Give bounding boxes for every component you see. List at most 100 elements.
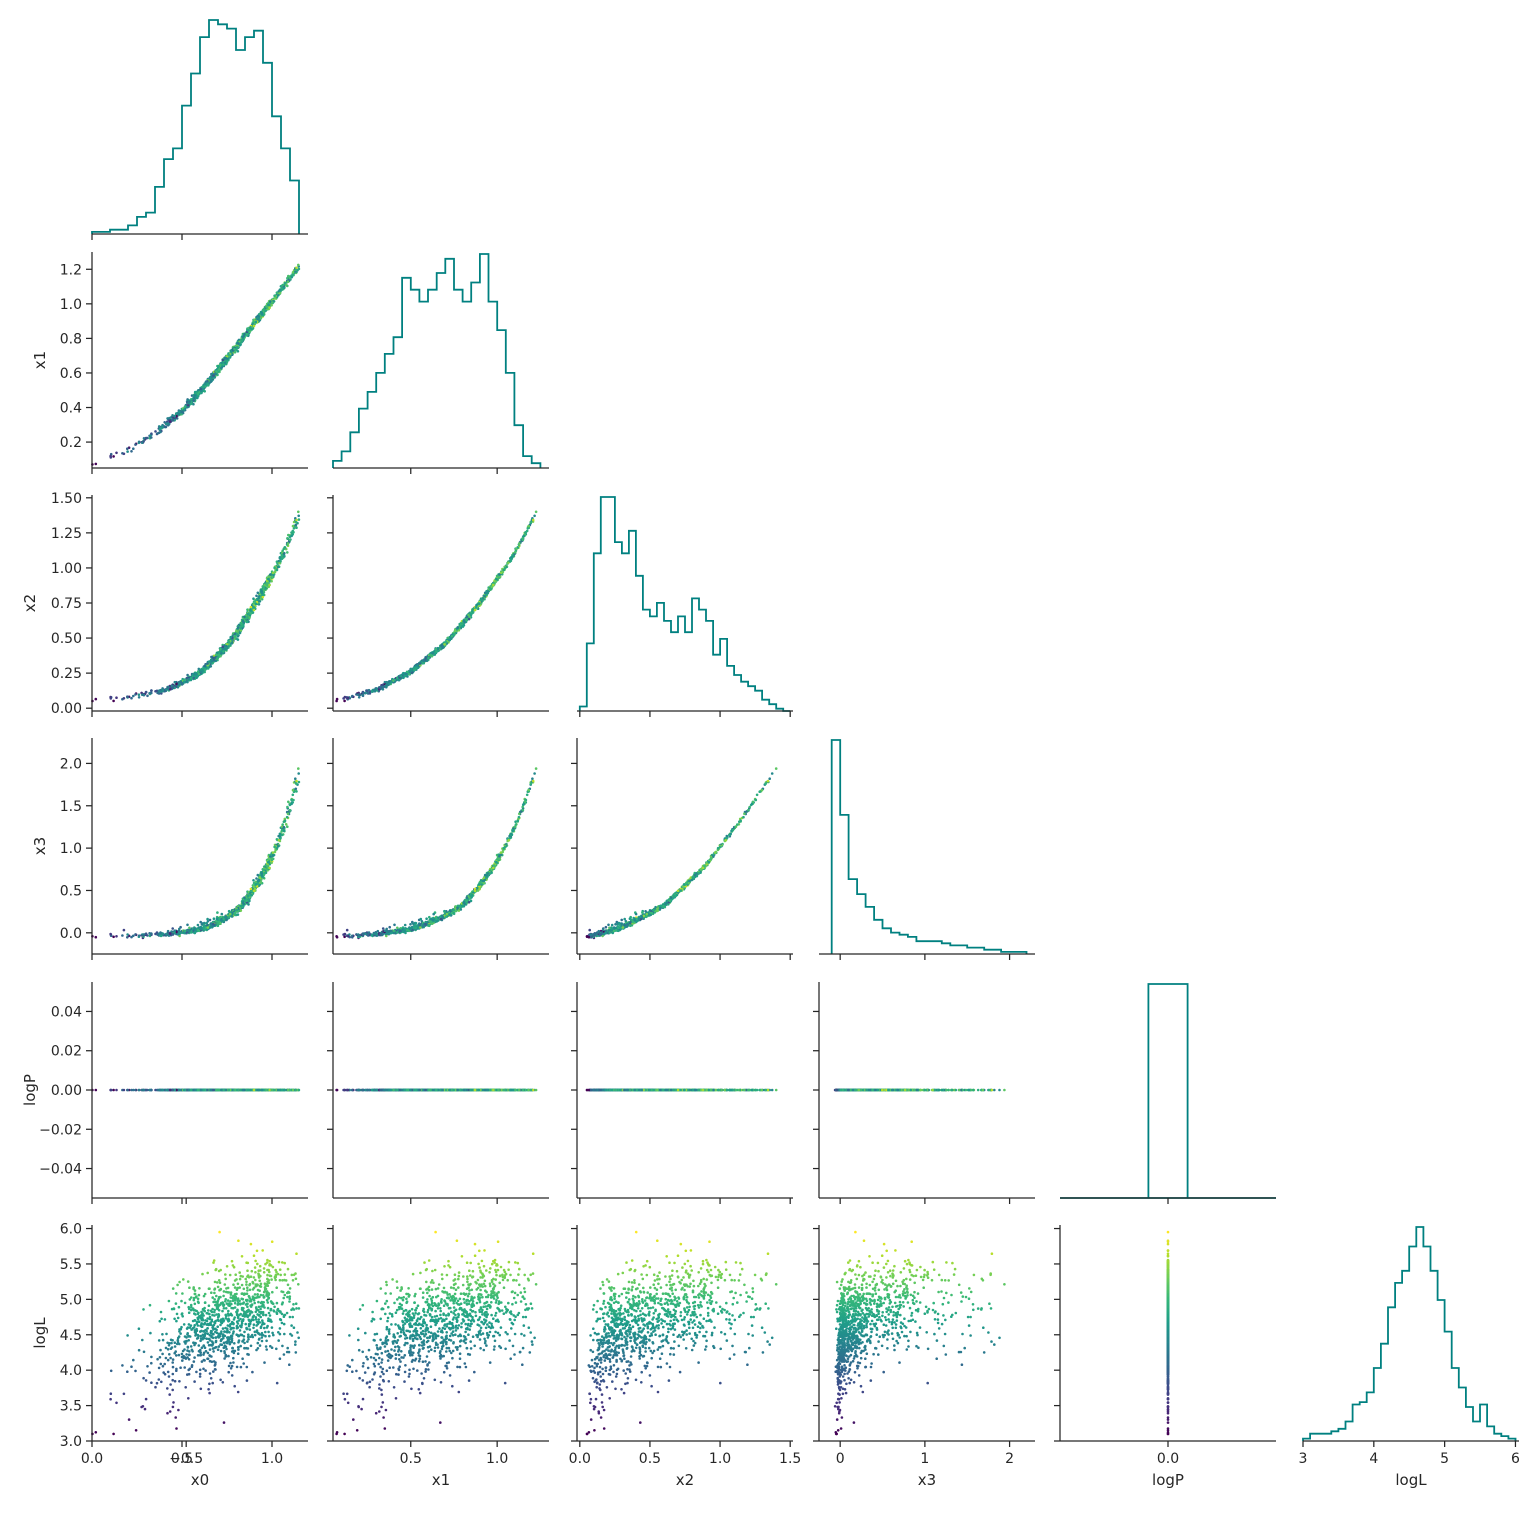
- scatter-point: [115, 451, 118, 455]
- scatter-point: [206, 923, 209, 927]
- scatter-point: [279, 560, 282, 563]
- scatter-point: [159, 931, 162, 934]
- scatter-point: [375, 688, 379, 691]
- scatter-point: [157, 425, 161, 428]
- scatter-point: [269, 855, 272, 858]
- scatter-point: [297, 510, 300, 514]
- scatter-point: [230, 642, 234, 645]
- scatter-point: [109, 695, 112, 699]
- scatter-point: [441, 644, 445, 648]
- scatter-point: [439, 646, 442, 649]
- scatter-point: [281, 283, 285, 287]
- scatter-point: [220, 366, 223, 370]
- scatter-point: [291, 529, 295, 533]
- scatter-point: [250, 893, 253, 897]
- scatter-point: [257, 879, 261, 883]
- scatter-point: [283, 546, 287, 549]
- scatter-point: [221, 358, 225, 362]
- scatter-point: [294, 777, 297, 780]
- scatter-point: [137, 440, 141, 444]
- scatter-point: [229, 635, 232, 639]
- scatter-point: [488, 587, 492, 591]
- scatter-point: [388, 682, 391, 685]
- scatter-point: [154, 690, 157, 693]
- scatter-point: [216, 911, 219, 914]
- scatter-point: [282, 286, 286, 290]
- scatter-point: [228, 912, 232, 916]
- scatter-point: [277, 834, 281, 838]
- scatter-point: [122, 697, 126, 700]
- scatter-point: [239, 627, 242, 630]
- scatter-point: [450, 634, 454, 638]
- scatter-point: [367, 688, 371, 692]
- scatter-point: [424, 656, 427, 660]
- scatter-point: [171, 414, 174, 417]
- scatter-point: [405, 670, 409, 674]
- scatter-point: [233, 347, 236, 351]
- scatter-point: [202, 666, 205, 670]
- scatter-point: [215, 920, 218, 923]
- scatter-point: [206, 379, 209, 383]
- scatter-point: [199, 927, 203, 931]
- scatter-point: [403, 923, 407, 927]
- scatter-point: [126, 933, 129, 936]
- scatter-point: [178, 410, 181, 414]
- scatter-point: [534, 767, 538, 770]
- scatter-point: [269, 573, 272, 576]
- scatter-point: [168, 688, 172, 691]
- scatter-point: [126, 936, 129, 939]
- scatter-point: [255, 877, 258, 880]
- scatter-point: [243, 615, 246, 619]
- scatter-point: [295, 526, 298, 529]
- scatter-point: [271, 857, 274, 860]
- scatter-point: [393, 678, 396, 682]
- scatter-point: [208, 918, 212, 922]
- scatter-point: [230, 350, 233, 354]
- scatter-point: [196, 394, 199, 398]
- scatter-point: [192, 676, 196, 680]
- scatter-point: [268, 866, 271, 870]
- scatter-point: [431, 652, 435, 655]
- scatter-point: [225, 918, 228, 922]
- scatter-point: [358, 693, 361, 697]
- scatter-point: [126, 450, 129, 453]
- scatter-point: [178, 683, 181, 687]
- scatter-point: [212, 922, 215, 926]
- scatter-point: [165, 688, 168, 691]
- scatter-point: [263, 871, 266, 875]
- scatter-point: [257, 316, 261, 320]
- scatter-point: [525, 529, 529, 533]
- scatter-point: [189, 931, 193, 934]
- scatter-point: [209, 380, 213, 384]
- scatter-point: [217, 920, 220, 924]
- scatter-point: [240, 624, 244, 627]
- scatter-point: [196, 928, 200, 932]
- scatter-point: [461, 625, 465, 628]
- scatter-point: [243, 896, 246, 899]
- scatter-point: [187, 677, 190, 681]
- scatter-point: [173, 929, 177, 932]
- scatter-point: [137, 696, 141, 699]
- scatter-point: [166, 929, 170, 933]
- scatter-point: [217, 368, 220, 372]
- scatter-point: [252, 879, 255, 882]
- scatter-layer: [91, 263, 1170, 1436]
- scatter-point: [130, 696, 133, 700]
- scatter-point: [531, 777, 534, 780]
- scatter-point: [132, 934, 135, 938]
- scatter-point: [335, 697, 339, 701]
- scatter-point: [295, 779, 298, 783]
- scatter-point: [186, 923, 189, 927]
- scatter-point: [456, 626, 459, 629]
- scatter-point: [202, 385, 205, 389]
- scatter-point: [150, 691, 153, 695]
- scatter-point: [203, 390, 206, 393]
- scatter-point: [447, 638, 451, 642]
- scatter-point: [211, 659, 214, 663]
- scatter-point: [465, 615, 469, 619]
- scatter-point: [235, 346, 239, 349]
- scatter-point: [281, 549, 285, 552]
- scatter-point: [254, 602, 258, 606]
- scatter-point: [477, 602, 481, 606]
- scatter-point: [278, 288, 282, 292]
